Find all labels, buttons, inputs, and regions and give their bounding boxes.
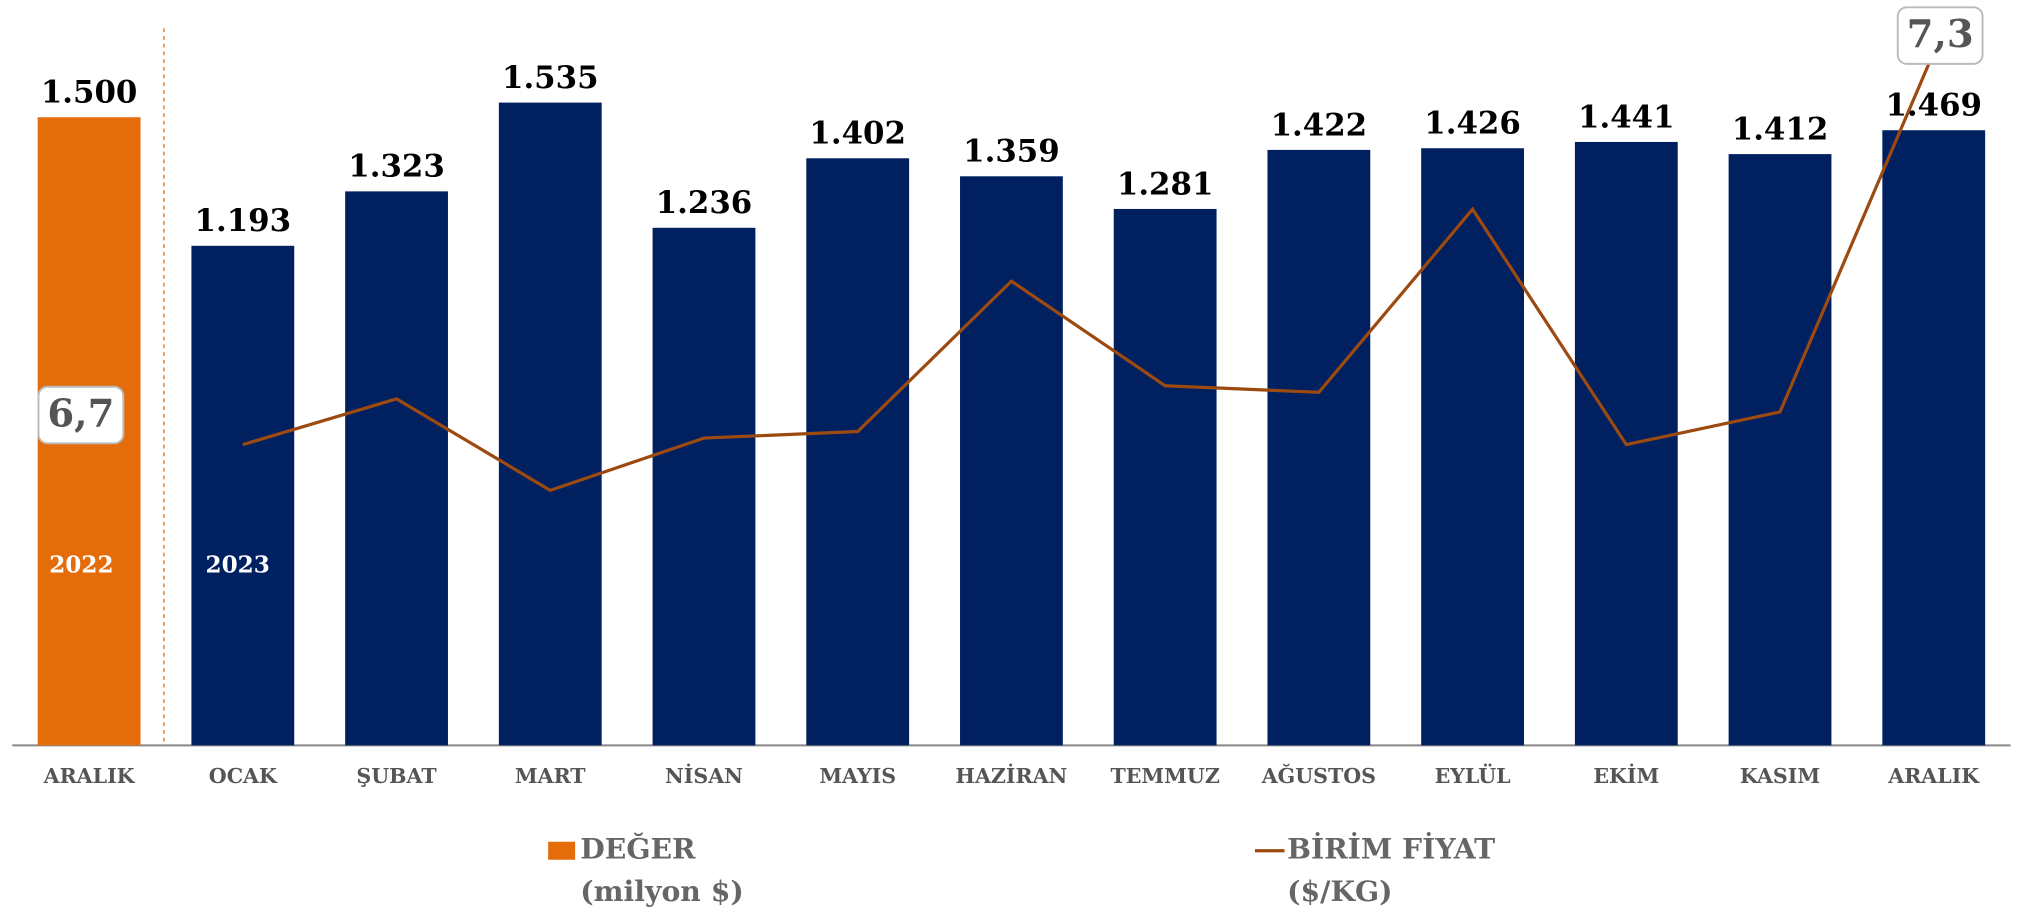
legend-swatch <box>548 841 576 860</box>
legend-label: DEĞER (milyon $) <box>580 831 743 907</box>
x-tick-label: ŞUBAT <box>356 764 437 788</box>
data-label: 7,3 <box>1907 12 1974 57</box>
bar <box>498 102 602 746</box>
data-label: 1.402 <box>809 116 906 152</box>
data-label: 1.422 <box>1271 107 1368 143</box>
data-label: 1.535 <box>502 60 599 96</box>
bar <box>191 245 295 746</box>
data-label: 1.412 <box>1732 111 1829 147</box>
data-label: 1.441 <box>1578 99 1675 135</box>
x-tick-label: EYLÜL <box>1435 763 1511 788</box>
data-label: 6,7 <box>47 391 114 436</box>
annotation: 2023 <box>206 552 270 579</box>
x-tick-label: EKİM <box>1593 764 1659 788</box>
x-tick-label: OCAK <box>209 764 278 788</box>
x-tick-label: MAYIS <box>819 764 896 788</box>
bar <box>806 158 910 746</box>
x-tick-label: AĞUSTOS <box>1261 763 1376 788</box>
data-label: 1.359 <box>963 134 1060 170</box>
data-label: 1.236 <box>656 185 753 221</box>
x-tick-label: TEMMUZ <box>1110 764 1219 788</box>
data-label: 1.193 <box>195 203 292 239</box>
annotation: 2022 <box>49 552 113 579</box>
bar <box>652 227 756 746</box>
x-tick-label: KASIM <box>1740 764 1820 788</box>
line <box>242 51 1936 493</box>
data-label: 1.323 <box>348 149 445 185</box>
bar <box>345 191 448 746</box>
legend-label: BİRİM FİYAT ($/KG) <box>1287 831 1495 907</box>
data-label: 1.500 <box>41 75 138 111</box>
x-tick-label: ARALIK <box>1887 764 1980 788</box>
bar <box>1113 208 1217 746</box>
data-label: 1.469 <box>1885 88 1982 124</box>
bar <box>960 176 1063 746</box>
bar <box>1728 154 1832 746</box>
data-label: 1.281 <box>1117 166 1214 202</box>
x-tick-label: ARALIK <box>43 764 136 788</box>
bar <box>1882 130 1986 746</box>
x-tick-label: HAZİRAN <box>956 764 1068 788</box>
data-label-box <box>37 385 125 445</box>
bar <box>1421 148 1524 746</box>
bar <box>1267 149 1371 746</box>
x-tick-label: NİSAN <box>665 764 743 788</box>
x-tick-label: MART <box>515 764 586 788</box>
data-label-box <box>1896 6 1984 65</box>
data-label: 1.426 <box>1424 106 1521 142</box>
